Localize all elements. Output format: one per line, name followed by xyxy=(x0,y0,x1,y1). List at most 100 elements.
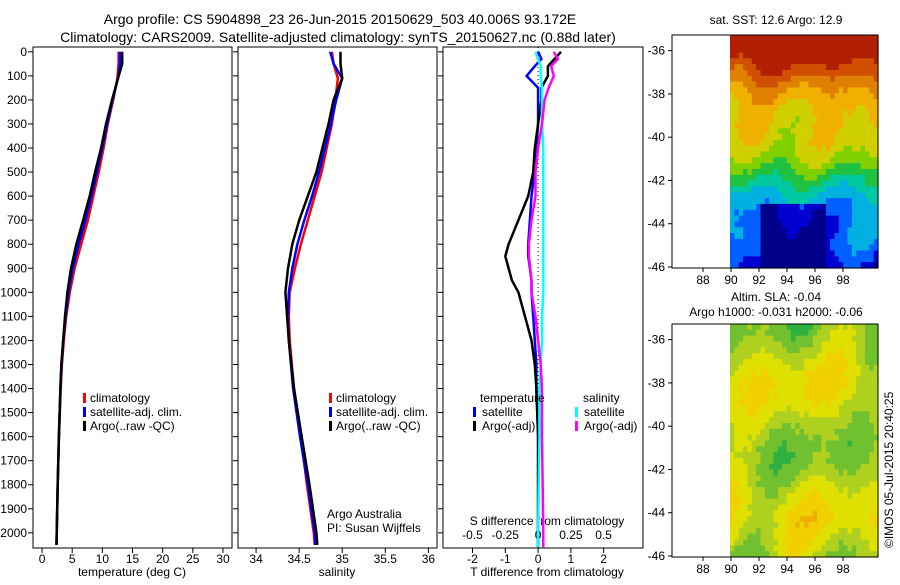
map-cell xyxy=(804,463,809,471)
map-cell xyxy=(873,347,879,354)
map-cell xyxy=(869,128,875,135)
lon-tick-label: 94 xyxy=(780,562,794,576)
map-cell xyxy=(834,186,840,193)
map-cell xyxy=(751,522,757,529)
map-cell xyxy=(825,198,831,205)
map-cell xyxy=(782,128,788,135)
map-cell xyxy=(847,70,853,77)
map-cell xyxy=(838,434,844,442)
map-cell xyxy=(812,463,818,471)
map-cell xyxy=(773,498,779,506)
map-cell xyxy=(773,58,779,65)
map-cell xyxy=(730,35,735,42)
map-cell xyxy=(830,134,836,141)
map-cell xyxy=(830,440,836,447)
map-cell xyxy=(830,227,836,234)
map-cell xyxy=(864,70,870,77)
map-cell xyxy=(795,238,801,246)
map-cell xyxy=(777,180,783,187)
map-cell xyxy=(734,335,740,342)
map-cell xyxy=(773,110,779,118)
map-cell xyxy=(847,370,853,377)
map-cell xyxy=(751,399,757,407)
map-cell xyxy=(782,93,788,100)
map-cell xyxy=(751,452,757,459)
map-cell xyxy=(795,250,801,257)
map-cell xyxy=(738,481,744,488)
map-cell xyxy=(743,388,749,395)
map-cell xyxy=(738,122,744,129)
map-cell xyxy=(830,244,836,252)
map-cell xyxy=(851,405,857,412)
map-cell xyxy=(773,122,779,129)
map-cell xyxy=(790,539,796,546)
map-cell xyxy=(786,75,792,83)
map-cell xyxy=(730,262,735,269)
map-cell xyxy=(864,358,870,366)
map-cell xyxy=(769,423,775,430)
map-cell xyxy=(817,527,823,535)
map-cell xyxy=(786,227,792,234)
map-cell xyxy=(730,324,735,331)
map-cell xyxy=(851,364,857,372)
map-cell xyxy=(869,244,875,252)
map-cell xyxy=(760,238,766,246)
map-cell xyxy=(795,358,801,366)
map-cell xyxy=(747,151,753,158)
map-cell xyxy=(856,347,862,354)
lat-tick-label: -38 xyxy=(648,376,666,390)
map-cell xyxy=(825,46,831,53)
map-cell xyxy=(756,545,762,552)
map-cell xyxy=(856,423,862,430)
map-cell xyxy=(825,145,831,153)
map-cell xyxy=(743,215,749,222)
map-cell xyxy=(847,353,853,360)
map-cell xyxy=(738,227,744,234)
map-cell xyxy=(869,492,875,500)
map-cell xyxy=(795,545,801,552)
map-cell xyxy=(834,256,840,263)
map-cell xyxy=(838,399,844,407)
map-cell xyxy=(821,139,827,147)
map-cell xyxy=(795,353,801,360)
map-cell xyxy=(764,405,770,412)
map-cell xyxy=(738,203,744,211)
map-cell xyxy=(817,469,823,476)
map-cell xyxy=(743,522,749,529)
map-cell xyxy=(738,551,744,558)
map-cell xyxy=(790,186,796,193)
map-cell xyxy=(808,446,814,453)
map-cell xyxy=(734,458,740,465)
map-cell xyxy=(851,393,857,401)
map-cell xyxy=(734,116,740,123)
map-cell xyxy=(830,405,836,412)
map-cell xyxy=(856,64,862,71)
map-cell xyxy=(873,70,879,77)
map-cell xyxy=(847,533,853,541)
map-cell xyxy=(799,75,805,83)
map-cell xyxy=(764,244,770,252)
map-cell xyxy=(843,198,849,205)
map-cell xyxy=(804,551,809,558)
map-cell xyxy=(795,180,801,187)
map-cell xyxy=(738,180,744,187)
map-cell xyxy=(860,487,866,494)
map-cell xyxy=(804,198,809,205)
map-cell xyxy=(821,411,827,418)
map-cell xyxy=(804,388,809,395)
map-cell xyxy=(782,463,788,471)
map-cell xyxy=(795,110,801,118)
map-cell xyxy=(747,452,753,459)
map-cell xyxy=(843,209,849,217)
map-cell xyxy=(769,498,775,506)
map-cell xyxy=(873,417,879,424)
map-cell xyxy=(838,545,844,552)
map-cell xyxy=(786,70,792,77)
map-cell xyxy=(843,192,849,199)
map-cell xyxy=(751,469,757,476)
map-cell xyxy=(799,81,805,88)
map-cell xyxy=(734,510,740,517)
map-cell xyxy=(743,46,749,53)
map-cell xyxy=(821,81,827,88)
map-cell xyxy=(799,388,805,395)
